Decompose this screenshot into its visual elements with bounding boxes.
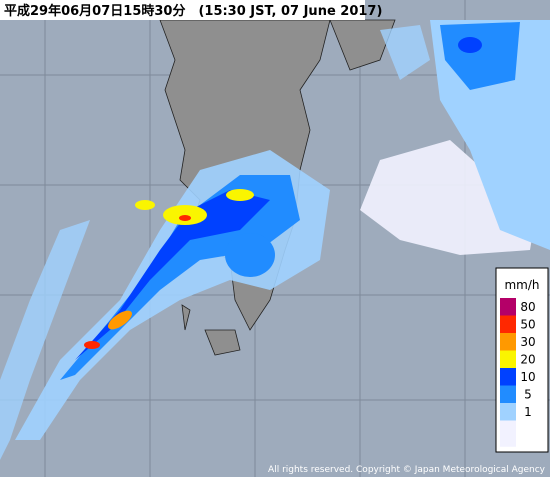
legend-label: 1 [524,405,532,419]
legend-label: 30 [520,335,535,349]
legend-label: 50 [520,317,535,331]
title: 平成29年06月07日15時30分 (15:30 JST, 07 June 20… [4,3,382,19]
title-bar [0,0,365,20]
legend-swatch [500,403,516,421]
copyright: All rights reserved. Copyright © Japan M… [268,465,546,475]
legend-label: 10 [520,370,535,384]
legend-unit: mm/h [504,278,539,292]
legend-swatch [500,368,516,386]
legend-swatch [500,350,516,368]
legend-swatch [500,315,516,333]
legend: 80 50 30 20 10 5 1 [500,298,536,447]
legend-label: 20 [520,352,535,366]
legend-swatch [500,298,516,316]
legend-label: 5 [524,387,532,401]
legend-swatch [500,420,516,447]
legend-label: 80 [520,300,535,314]
legend-swatch [500,385,516,403]
rain [0,20,550,460]
legend-swatch [500,333,516,351]
